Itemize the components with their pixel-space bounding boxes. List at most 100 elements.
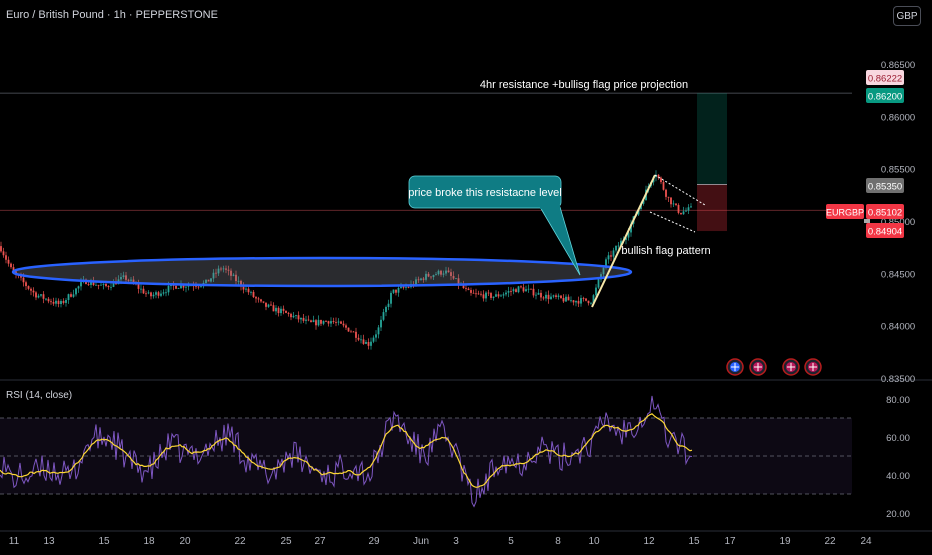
candle [510, 287, 512, 296]
candle-body [310, 320, 312, 323]
candle-body [47, 298, 50, 302]
candle [375, 330, 377, 342]
candle-body [195, 286, 197, 288]
candle [495, 290, 497, 298]
candle-body [217, 268, 220, 274]
candle [260, 298, 262, 303]
candle-body [397, 287, 400, 293]
candle [505, 290, 507, 297]
candle-body [232, 274, 235, 276]
flag-upper-line [654, 174, 706, 206]
candle [300, 317, 302, 324]
candle [450, 268, 452, 281]
candle-body [267, 304, 270, 307]
currency-button[interactable]: GBP [893, 6, 921, 26]
candle [97, 284, 100, 290]
candle [175, 285, 177, 290]
candle-body [270, 304, 272, 306]
candle-body [295, 315, 297, 316]
candle [0, 241, 2, 253]
candle [455, 278, 457, 280]
candle [452, 271, 455, 280]
candle-body [42, 294, 45, 299]
candle [575, 300, 577, 307]
candle [242, 282, 245, 294]
candle-body [677, 204, 680, 213]
candle [555, 293, 557, 300]
price-badge-label: 0.85102 [868, 208, 902, 219]
candle [27, 285, 30, 291]
target-zone [697, 93, 727, 185]
candle-body [245, 288, 247, 290]
candle-body [120, 276, 122, 280]
candle [217, 265, 220, 277]
candle [230, 268, 232, 281]
candle-body [250, 291, 252, 293]
event-flag-icon [726, 358, 744, 376]
candle-body [480, 293, 482, 295]
candle [327, 320, 330, 327]
candle-body [370, 341, 372, 346]
candle-body [2, 251, 5, 256]
candle [615, 245, 617, 253]
candle [145, 290, 147, 297]
candle [130, 276, 132, 283]
time-axis-label: 10 [588, 536, 600, 547]
candle [630, 219, 632, 237]
candle-body [317, 319, 320, 326]
candle [617, 241, 620, 250]
candle-body [552, 295, 555, 297]
time-axis-label: 27 [314, 536, 326, 547]
candle-body [342, 323, 345, 326]
candle-body [240, 280, 242, 287]
candle [512, 287, 515, 295]
candle [235, 270, 237, 285]
candle [530, 288, 532, 290]
candle-body [510, 291, 512, 292]
candle [587, 300, 590, 306]
candle [302, 314, 305, 323]
candle-body [400, 286, 402, 288]
candle [597, 278, 600, 289]
candle-body [432, 275, 435, 278]
time-axis-label: 29 [368, 536, 380, 547]
candle-body [605, 259, 607, 268]
symbol-tag-bg [826, 204, 864, 219]
candle-body [22, 277, 25, 283]
time-axis-label: 15 [688, 536, 700, 547]
candle [490, 291, 492, 301]
event-flag-icon [782, 358, 800, 376]
candle-body [610, 255, 612, 257]
candle-body [105, 283, 107, 287]
candle [77, 285, 80, 293]
candle [337, 318, 340, 326]
candle-body [137, 284, 140, 289]
callout-box [408, 175, 562, 209]
candle [67, 293, 70, 304]
stop-zone [697, 184, 727, 232]
candle [32, 287, 35, 297]
candle [315, 318, 317, 330]
price-tick-label: 0.85500 [881, 165, 915, 176]
candle-body [457, 278, 460, 285]
candle-body [80, 282, 82, 287]
candle [320, 319, 322, 326]
candle-body [470, 290, 472, 293]
candle-body [515, 289, 517, 293]
candle [265, 302, 267, 311]
candle-body [392, 289, 395, 293]
candle [437, 269, 440, 276]
candle [417, 276, 420, 283]
candle-body [620, 240, 622, 246]
candle [267, 303, 270, 308]
candle [422, 276, 425, 283]
candle-body [205, 279, 207, 283]
candle-body [297, 315, 300, 320]
candle [690, 203, 692, 208]
price-tick-label: 0.84500 [881, 269, 915, 280]
candle-body [445, 270, 447, 274]
candle [545, 291, 547, 302]
candle-body [455, 278, 457, 280]
